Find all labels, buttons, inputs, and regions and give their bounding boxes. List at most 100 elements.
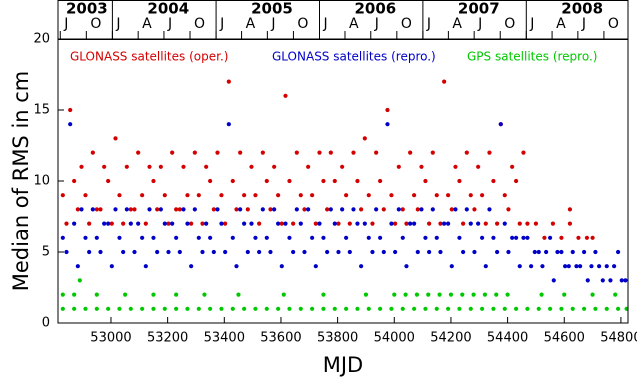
data-point <box>223 249 228 255</box>
data-point <box>550 221 556 226</box>
month-label: A <box>452 16 462 32</box>
data-point <box>321 178 326 184</box>
data-point <box>430 207 435 212</box>
month-label: J <box>219 16 224 32</box>
data-point <box>547 306 553 311</box>
data-point <box>223 221 228 226</box>
data-point <box>75 207 80 212</box>
data-point <box>124 164 129 169</box>
month-label: J <box>63 16 68 32</box>
data-point <box>589 264 594 269</box>
data-point <box>483 221 488 226</box>
data-point <box>623 278 628 283</box>
data-point <box>208 235 213 240</box>
data-point <box>381 249 386 255</box>
data-point <box>136 221 141 226</box>
data-point <box>480 306 485 311</box>
data-point <box>419 207 424 212</box>
data-point <box>446 306 451 311</box>
data-point <box>396 207 401 212</box>
data-point <box>94 306 99 311</box>
data-point <box>215 150 220 155</box>
data-point <box>234 207 239 212</box>
data-point <box>491 235 496 240</box>
data-point <box>414 292 420 297</box>
y-axis-title: Median of RMS in cm <box>9 71 33 292</box>
data-point <box>260 150 265 155</box>
year-label: 2007 <box>458 0 500 18</box>
data-point <box>412 193 417 198</box>
month-label: J <box>426 16 431 32</box>
data-point <box>347 249 352 255</box>
data-point <box>298 221 303 226</box>
data-point <box>226 122 231 127</box>
data-point <box>559 306 564 311</box>
data-point <box>366 193 371 198</box>
month-label: J <box>529 16 534 32</box>
data-point <box>123 292 128 297</box>
data-point <box>593 306 598 311</box>
data-point <box>185 193 190 198</box>
data-point <box>174 306 179 311</box>
data-point <box>476 221 481 226</box>
data-point <box>106 306 111 311</box>
data-point <box>574 264 579 269</box>
x-tick-label: 53400 <box>204 331 245 346</box>
data-point <box>140 306 145 311</box>
y-tick-label: 5 <box>42 245 50 260</box>
data-point <box>419 164 424 169</box>
data-point <box>317 150 322 155</box>
data-point <box>584 235 590 240</box>
data-point <box>547 235 553 240</box>
data-point <box>536 249 541 255</box>
data-point <box>185 221 190 226</box>
data-point <box>166 249 171 255</box>
data-point <box>502 306 507 311</box>
data-point <box>219 306 224 311</box>
x-tick-label: 53000 <box>90 331 131 346</box>
data-point <box>430 150 435 155</box>
data-point <box>567 207 573 212</box>
data-point <box>128 306 133 311</box>
data-point <box>294 207 299 212</box>
data-point <box>336 249 341 255</box>
data-point <box>185 306 190 311</box>
data-point <box>427 249 432 255</box>
data-point <box>151 306 156 311</box>
data-point <box>590 292 595 297</box>
data-point <box>249 221 254 226</box>
y-tick-label: 10 <box>33 174 50 189</box>
data-point <box>472 249 477 255</box>
data-point <box>529 264 534 269</box>
data-point <box>236 292 241 297</box>
data-point <box>446 193 451 198</box>
x-tick-label: 54800 <box>600 331 637 346</box>
data-point <box>408 221 413 226</box>
data-point <box>559 249 564 255</box>
data-point <box>264 178 269 184</box>
data-point <box>155 207 160 212</box>
data-point <box>230 235 235 240</box>
legend-label: GLONASS satellites (repro.) <box>272 50 436 64</box>
data-point <box>177 207 182 212</box>
data-point <box>328 150 333 155</box>
data-point <box>581 249 587 255</box>
data-point <box>298 193 303 198</box>
data-point <box>362 221 367 226</box>
data-point <box>393 221 398 226</box>
data-point <box>351 150 356 155</box>
data-point <box>310 193 315 198</box>
data-point <box>536 306 541 311</box>
data-point <box>121 221 126 226</box>
data-point <box>351 207 356 212</box>
data-point <box>442 79 447 84</box>
data-point <box>177 249 182 255</box>
data-point <box>570 306 575 311</box>
data-point <box>325 207 330 212</box>
data-point <box>590 235 595 240</box>
month-label: J <box>167 16 172 32</box>
data-point <box>90 207 95 212</box>
data-point <box>60 235 65 240</box>
data-point <box>366 306 371 311</box>
data-point <box>147 207 152 212</box>
